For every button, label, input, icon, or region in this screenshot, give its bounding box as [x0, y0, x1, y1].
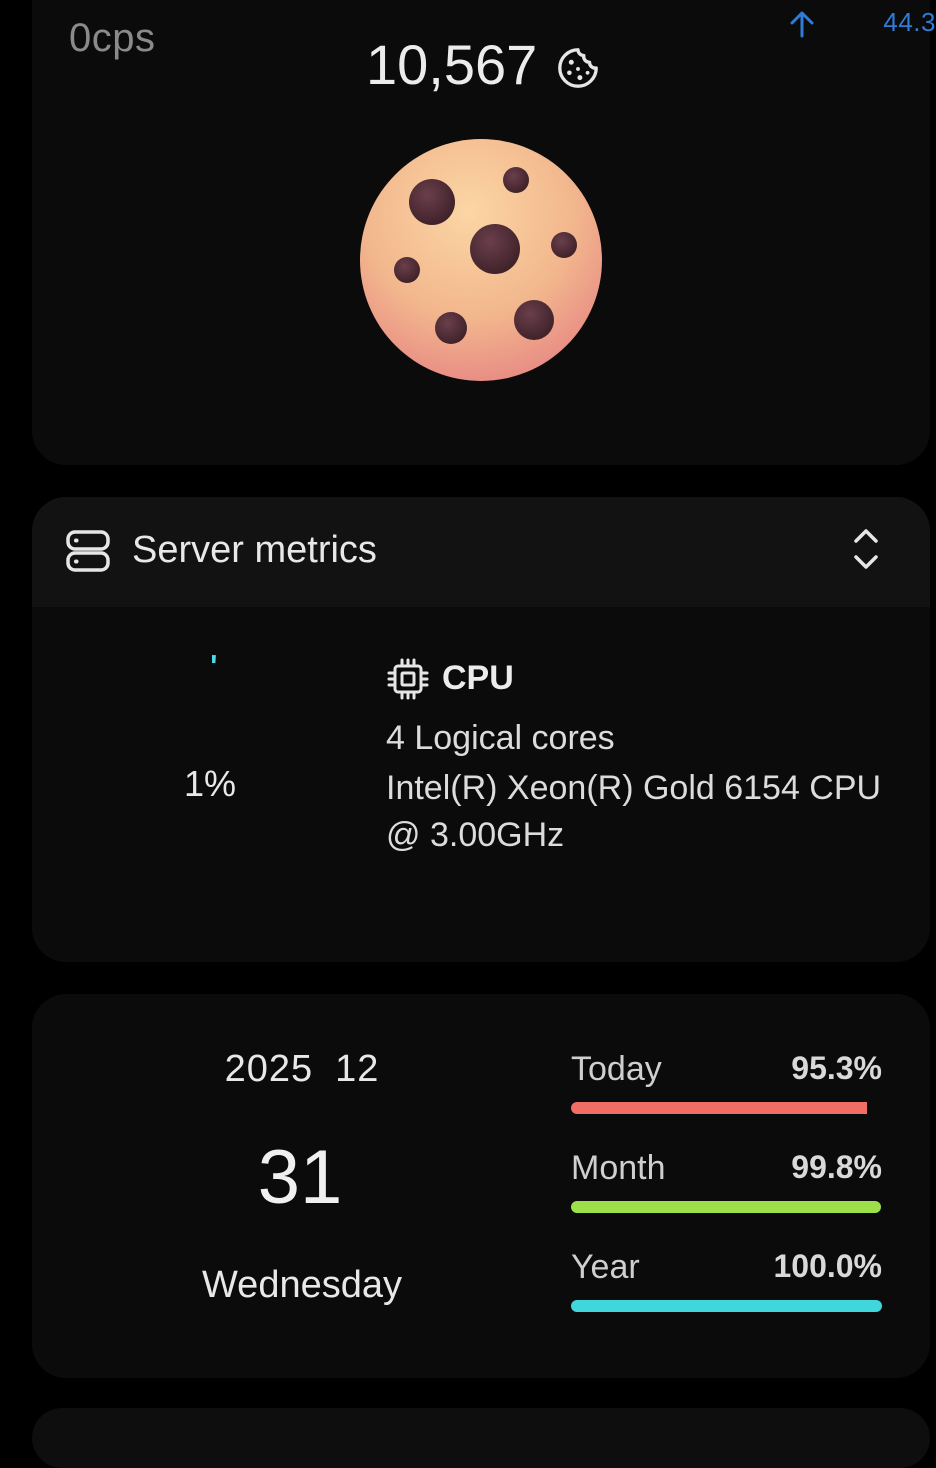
- cpu-logical-cores: 4 Logical cores: [386, 719, 615, 758]
- day-of-month: 31: [32, 1134, 568, 1221]
- progress-fill: [571, 1300, 882, 1312]
- upload-speed-value: 44.3: [883, 7, 936, 38]
- progress-track: [571, 1201, 882, 1213]
- next-card-partial: [32, 1408, 930, 1468]
- month-value: 12: [335, 1048, 379, 1090]
- server-metrics-header[interactable]: Server metrics: [32, 497, 930, 607]
- expand-collapse-icon[interactable]: [850, 525, 882, 573]
- cpu-usage-percent: 1%: [184, 763, 236, 805]
- cookies-per-second: 0cps: [69, 16, 156, 61]
- cpu-model-name: Intel(R) Xeon(R) Gold 6154 CPU @ 3.00GHz: [386, 765, 906, 859]
- progress-fill: [571, 1201, 881, 1213]
- cookie-clicker-card: 0cps 10,567: [32, 0, 930, 465]
- server-icon: [64, 527, 112, 575]
- progress-label: Month: [571, 1149, 666, 1188]
- date-progress-card: 2025 12 31 Wednesday Today 95.3% Month 99…: [32, 994, 930, 1378]
- progress-label: Year: [571, 1248, 640, 1287]
- year-value: 2025: [225, 1048, 314, 1090]
- progress-track: [571, 1300, 882, 1312]
- weekday: Wednesday: [32, 1264, 572, 1307]
- progress-label: Today: [571, 1050, 662, 1089]
- progress-value: 99.8%: [791, 1149, 882, 1186]
- cookie-counter: 10,567: [366, 32, 601, 97]
- cookie-button[interactable]: [358, 136, 604, 382]
- progress-track: [571, 1102, 882, 1114]
- server-metrics-title: Server metrics: [132, 529, 377, 572]
- cookie-icon: [555, 45, 601, 91]
- progress-value: 95.3%: [791, 1050, 882, 1087]
- server-metrics-card: Server metrics 1% CPU 4 Logical cores In…: [32, 497, 930, 962]
- progress-value: 100.0%: [773, 1248, 882, 1285]
- cookie-count: 10,567: [366, 32, 537, 97]
- year-month: 2025 12: [32, 1048, 572, 1091]
- progress-fill: [571, 1102, 867, 1114]
- cpu-title: CPU: [442, 659, 514, 698]
- network-upload-indicator: 44.3: [796, 2, 936, 42]
- arrow-up-icon: [786, 8, 818, 40]
- cpu-chip-icon: [386, 657, 430, 701]
